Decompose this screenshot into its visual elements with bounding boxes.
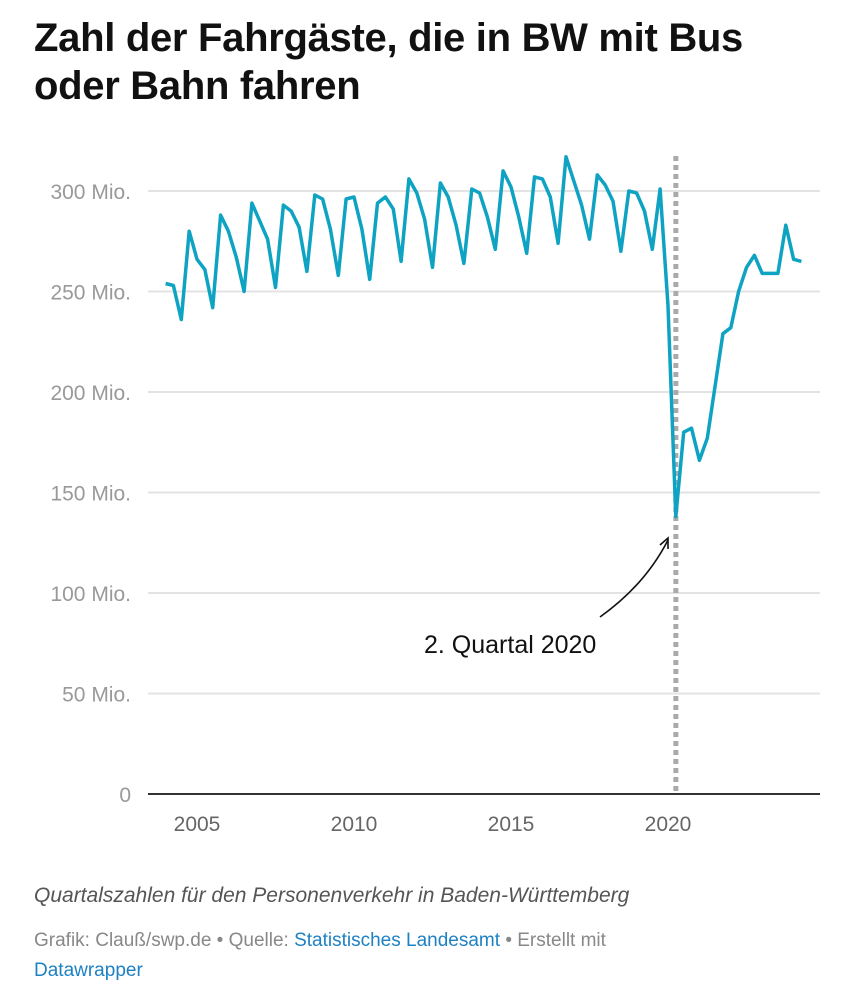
y-tick-label: 200 Mio. (50, 382, 131, 405)
footer-prefix: Grafik: Clauß/swp.de • Quelle: (34, 930, 295, 951)
x-tick-label: 2020 (645, 813, 692, 836)
passenger-series-line (165, 155, 802, 519)
annotation-arrow (599, 539, 669, 618)
footer-middle: • Erstellt mit (500, 930, 606, 951)
chart-description: Quartalszahlen für den Personenverkehr i… (34, 884, 630, 907)
line-chart: 0 50 Mio. 100 Mio. 150 Mio. 200 Mio. 250 Mio.… (50, 155, 820, 836)
y-tick-label: 300 Mio. (50, 181, 131, 204)
datawrapper-link[interactable]: Datawrapper (34, 960, 143, 981)
chart-title: Zahl der Fahrgäste, die in BW mit Bus od… (34, 16, 743, 108)
x-tick-label: 2005 (174, 813, 221, 836)
x-tick-label: 2015 (488, 813, 535, 836)
annotation-label: 2. Quartal 2020 (424, 631, 596, 659)
y-tick-label: 0 (119, 784, 131, 807)
y-tick-label: 50 Mio. (62, 684, 131, 707)
source-link[interactable]: Statistisches Landesamt (294, 930, 501, 951)
y-tick-label: 150 Mio. (50, 483, 131, 506)
y-tick-label: 100 Mio. (50, 583, 131, 606)
x-tick-label: 2010 (331, 813, 378, 836)
y-tick-label: 250 Mio. (50, 282, 131, 305)
annotation-arrowhead (659, 536, 669, 549)
footer: Grafik: Clauß/swp.de • Quelle: Statistis… (34, 926, 814, 986)
